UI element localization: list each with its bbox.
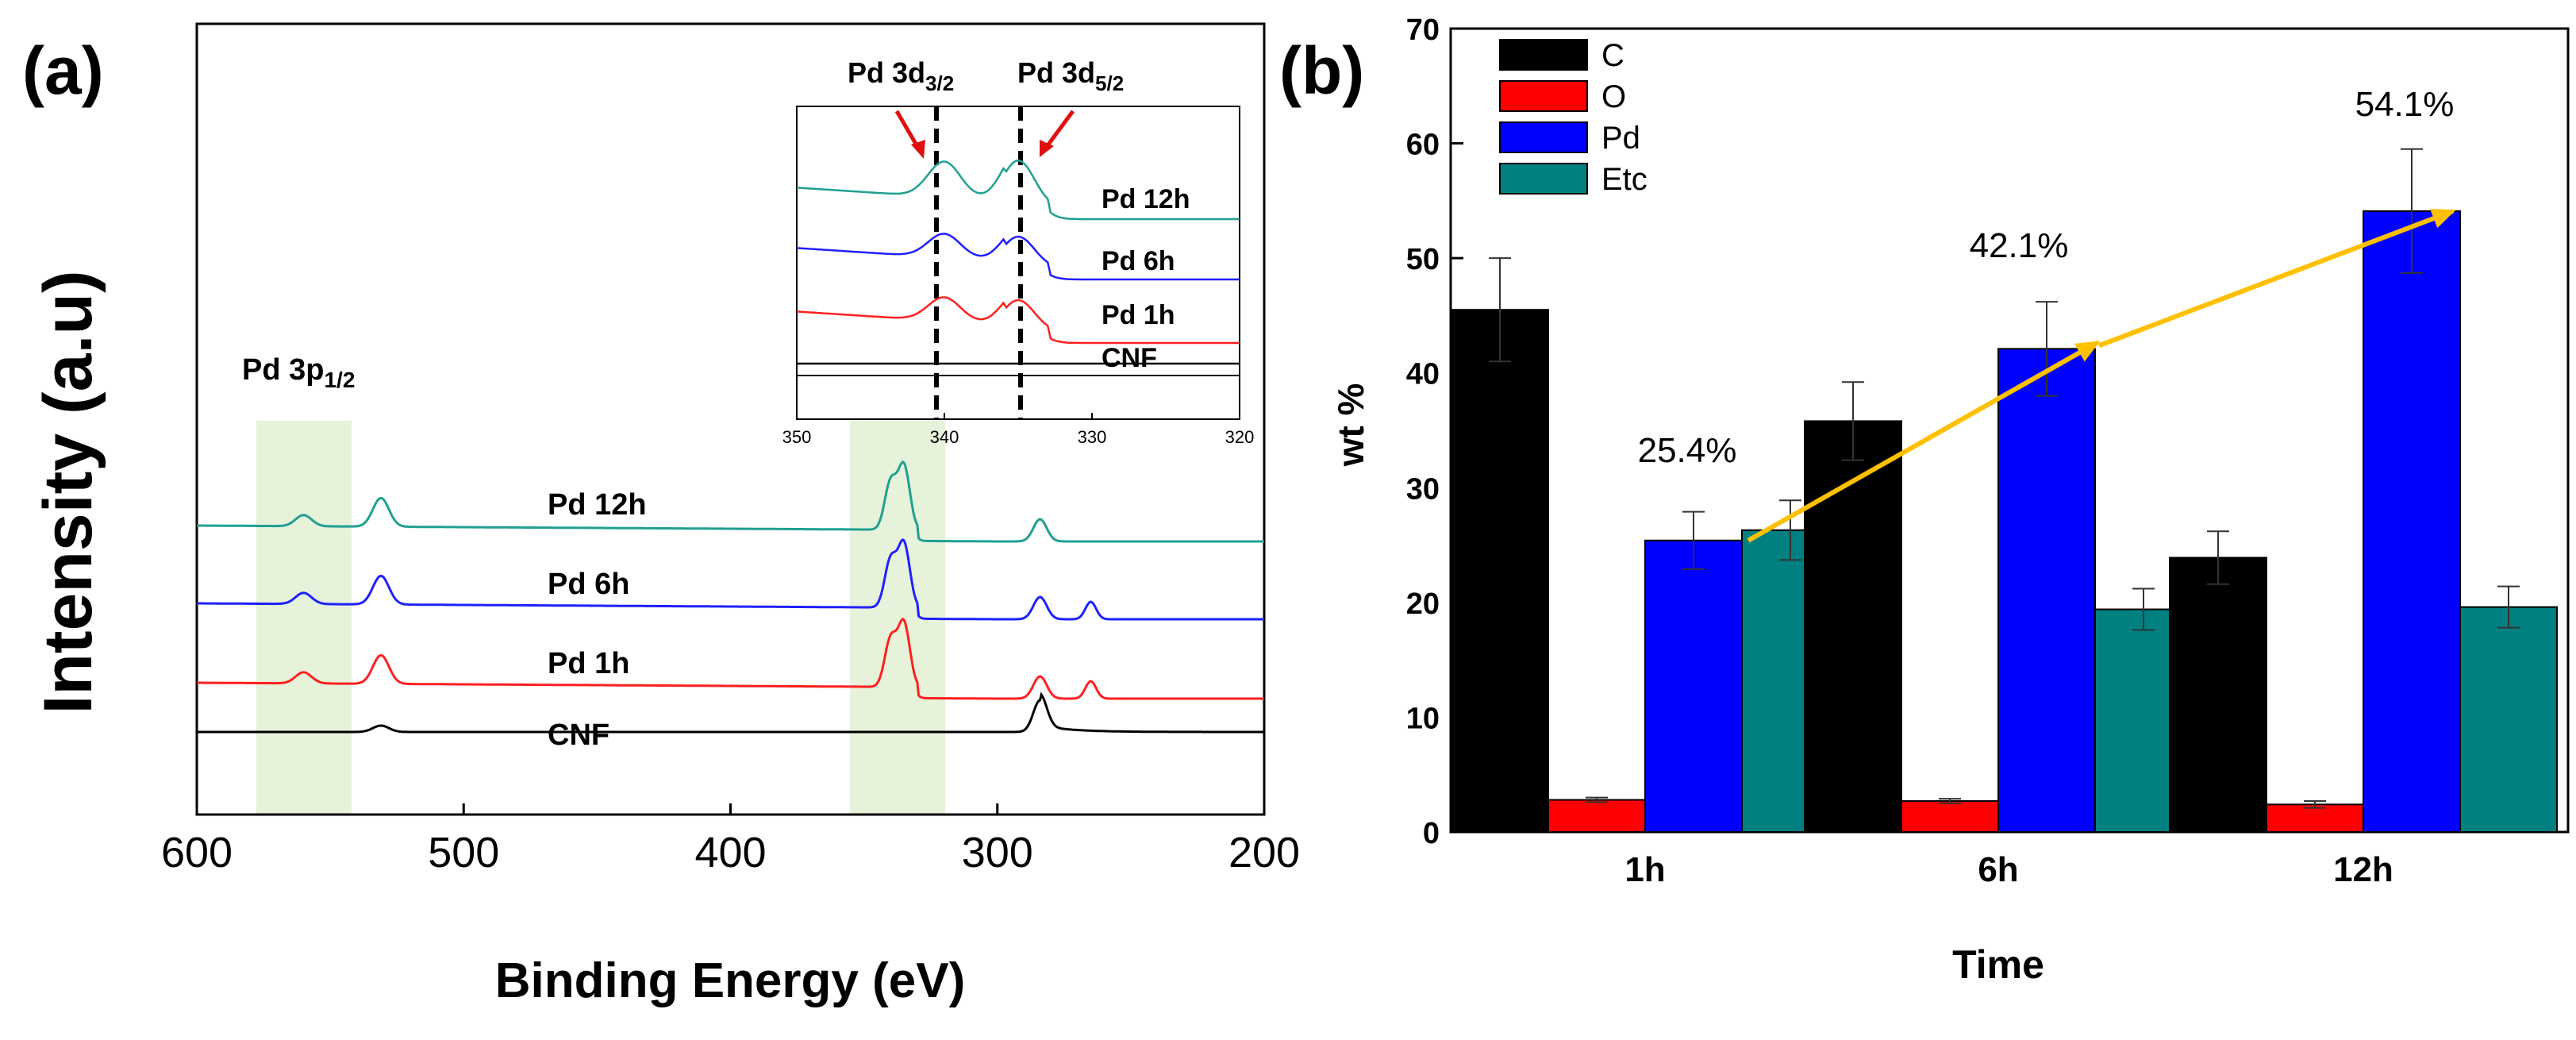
panel-a-xticks: 600 500 400 300 200 [161, 803, 1300, 876]
highlight-region-3p [256, 421, 352, 815]
trend-arrow [1747, 340, 2099, 543]
highlight-label-3p: Pd 3p1/2 [242, 353, 355, 392]
bar-c-12h [2169, 557, 2267, 834]
legend-label-pd: Pd [1601, 121, 1640, 156]
bar-o-1h [1548, 799, 1646, 834]
inset-arrow-left [894, 110, 921, 151]
panel-b-ytick-label: 0 [1423, 817, 1440, 850]
panel-b-xtick-label: 1h [1624, 850, 1665, 889]
panel-b-ytick-label: 10 [1406, 702, 1440, 735]
inset-arrowhead-left [911, 140, 925, 159]
panel-b-legend: CO Pd Etc [1499, 38, 1647, 197]
panel-a-xtick-label: 500 [428, 829, 499, 876]
panel-a-ylabel: Intensity (a.u) [30, 270, 106, 714]
trend-arrow [2097, 209, 2455, 349]
legend-label-etc: Etc [1601, 162, 1647, 197]
legend-swatch-pd [1499, 121, 1588, 153]
panel-a-label: (a) [22, 33, 104, 108]
inset-label-cnf: CNF [1102, 343, 1157, 373]
panel-b: (b) wt % Time 0 10 20 30 40 50 60 70 1h 6h 12h COP… [1279, 13, 2570, 987]
panel-b-ytick-label: 60 [1406, 129, 1440, 162]
panel-b-ytick-label: 50 [1406, 243, 1440, 276]
panel-b-ytick-label: 70 [1406, 13, 1440, 47]
panel-b-ytick-label: 40 [1406, 358, 1440, 391]
curve-label-cnf: CNF [548, 718, 609, 752]
panel-b-xtick-label: 6h [1978, 850, 2018, 889]
bar-o-6h [1901, 799, 1999, 833]
bar-pd-1h [1644, 539, 1743, 833]
highlight-label-3p-sub: 1/2 [324, 368, 355, 392]
curve-label-pd-1h: Pd 1h [548, 647, 629, 680]
inset-xtick-label: 340 [930, 427, 959, 447]
inset-label-pd-12h: Pd 12h [1102, 184, 1190, 214]
bar-pd-12h [2363, 210, 2461, 833]
inset-peak-label-3d32: Pd 3d3/2 [848, 56, 954, 95]
annotation-1h: 25.4% [1638, 431, 1737, 470]
panel-b-label: (b) [1279, 33, 1364, 108]
curve-label-pd-12h: Pd 12h [548, 488, 647, 522]
annotation-6h: 42.1% [1970, 226, 2069, 265]
panel-a-xtick-label: 400 [694, 829, 766, 876]
spectrum-pd-12h [197, 460, 1264, 543]
bar-c-1h [1451, 309, 1549, 833]
trend-arrowhead [2430, 209, 2456, 229]
bar-etc-12h [2459, 606, 2558, 833]
inset-spectrum-pd-12h [796, 159, 1240, 221]
legend-label-c: C [1601, 38, 1624, 73]
inset-peak-label-3d32-base: Pd 3d [848, 56, 925, 89]
legend-label-o: O [1601, 79, 1626, 114]
panel-b-ylabel: wt % [1330, 383, 1371, 468]
panel-b-trend-arrows [1747, 209, 2456, 543]
legend-swatch-o [1499, 80, 1588, 112]
inset-peak-label-3d32-sub: 3/2 [925, 71, 954, 95]
inset-peak-label-3d52: Pd 3d5/2 [1017, 56, 1124, 95]
inset-xtick-label: 330 [1078, 427, 1107, 447]
inset-label-pd-1h: Pd 1h [1102, 300, 1175, 330]
annotation-12h: 54.1% [2355, 85, 2455, 124]
spectrum-cnf [197, 691, 1264, 734]
panel-a: (a) Intensity (a.u) Binding Energy (eV) … [22, 22, 1300, 1008]
bar-pd-6h [1997, 348, 2096, 833]
inset-xtick-label: 320 [1225, 427, 1255, 447]
inset-arrowhead-right [1040, 140, 1054, 157]
highlight-label-3p-base: Pd 3p [242, 353, 324, 387]
panel-a-xlabel: Binding Energy (eV) [495, 953, 965, 1008]
legend-swatch-c [1499, 39, 1588, 71]
curve-label-pd-6h: Pd 6h [548, 568, 629, 601]
inset-spectrum-pd-6h [796, 233, 1240, 281]
inset-xticks: 350 340 330 320 [782, 413, 1255, 447]
trend-arrowhead [2074, 341, 2101, 362]
panel-a-xtick-label: 300 [962, 829, 1033, 876]
inset-xtick-label: 350 [782, 427, 812, 447]
inset-spectrum-pd-1h [796, 296, 1240, 345]
inset: 350 340 330 320 Pd 12h Pd 6h Pd 1h CNF Pd 3… [782, 56, 1255, 447]
panel-a-xtick-label: 200 [1228, 829, 1300, 876]
panel-b-ytick-label: 30 [1406, 472, 1440, 506]
inset-label-pd-6h: Pd 6h [1102, 246, 1175, 276]
panel-a-xtick-label: 600 [161, 829, 233, 876]
inset-peak-label-3d52-sub: 5/2 [1095, 71, 1124, 95]
spectrum-pd-6h [197, 538, 1264, 621]
panel-b-ytick-label: 20 [1406, 587, 1440, 621]
panel-b-xtick-label: 12h [2333, 850, 2393, 889]
spectrum-pd-1h [197, 618, 1264, 700]
panel-b-bars [1451, 148, 2558, 834]
legend-swatch-etc [1499, 163, 1588, 195]
inset-peak-label-3d52-base: Pd 3d [1017, 56, 1095, 89]
panel-b-xlabel: Time [1952, 942, 2044, 987]
inset-arrow-right [1044, 110, 1075, 149]
